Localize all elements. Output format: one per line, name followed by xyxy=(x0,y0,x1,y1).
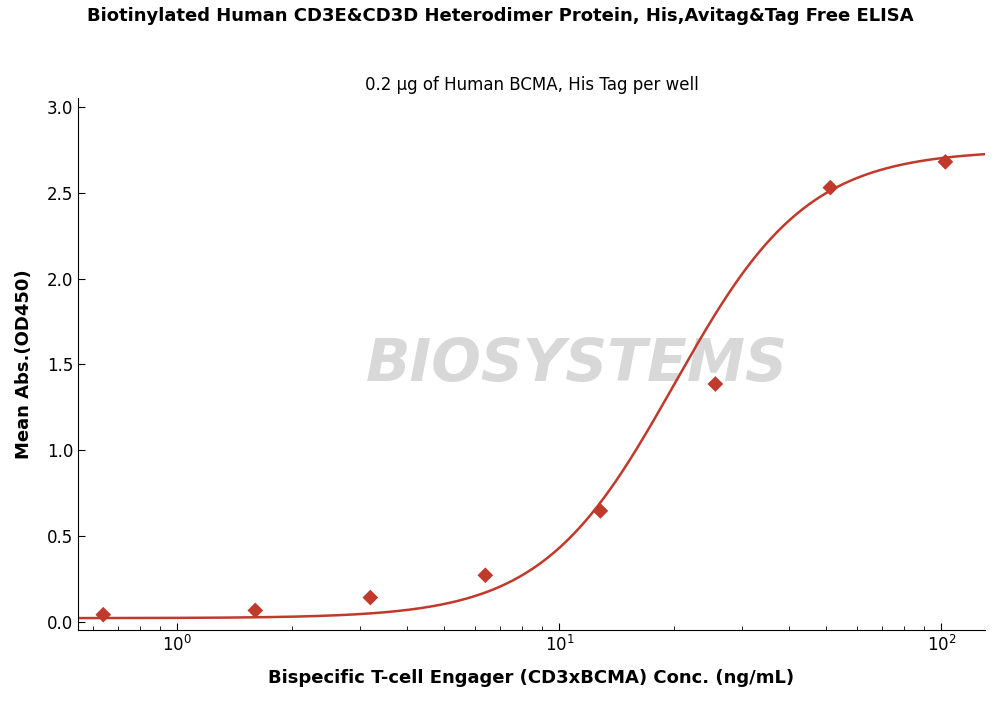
Point xyxy=(592,505,608,517)
Text: BIOSYSTEMS: BIOSYSTEMS xyxy=(366,336,788,393)
Point xyxy=(362,592,378,603)
Point xyxy=(247,605,263,616)
Point xyxy=(937,157,953,168)
Point xyxy=(477,569,493,581)
Y-axis label: Mean Abs.(OD450): Mean Abs.(OD450) xyxy=(15,270,33,459)
Point xyxy=(822,182,838,193)
X-axis label: Bispecific T-cell Engager (CD3xBCMA) Conc. (ng/mL): Bispecific T-cell Engager (CD3xBCMA) Con… xyxy=(268,669,795,687)
Title: 0.2 μg of Human BCMA, His Tag per well: 0.2 μg of Human BCMA, His Tag per well xyxy=(365,76,698,94)
Point xyxy=(95,609,111,621)
Text: Biotinylated Human CD3E&CD3D Heterodimer Protein, His,Avitag&Tag Free ELISA: Biotinylated Human CD3E&CD3D Heterodimer… xyxy=(87,7,913,25)
Point xyxy=(707,378,723,390)
